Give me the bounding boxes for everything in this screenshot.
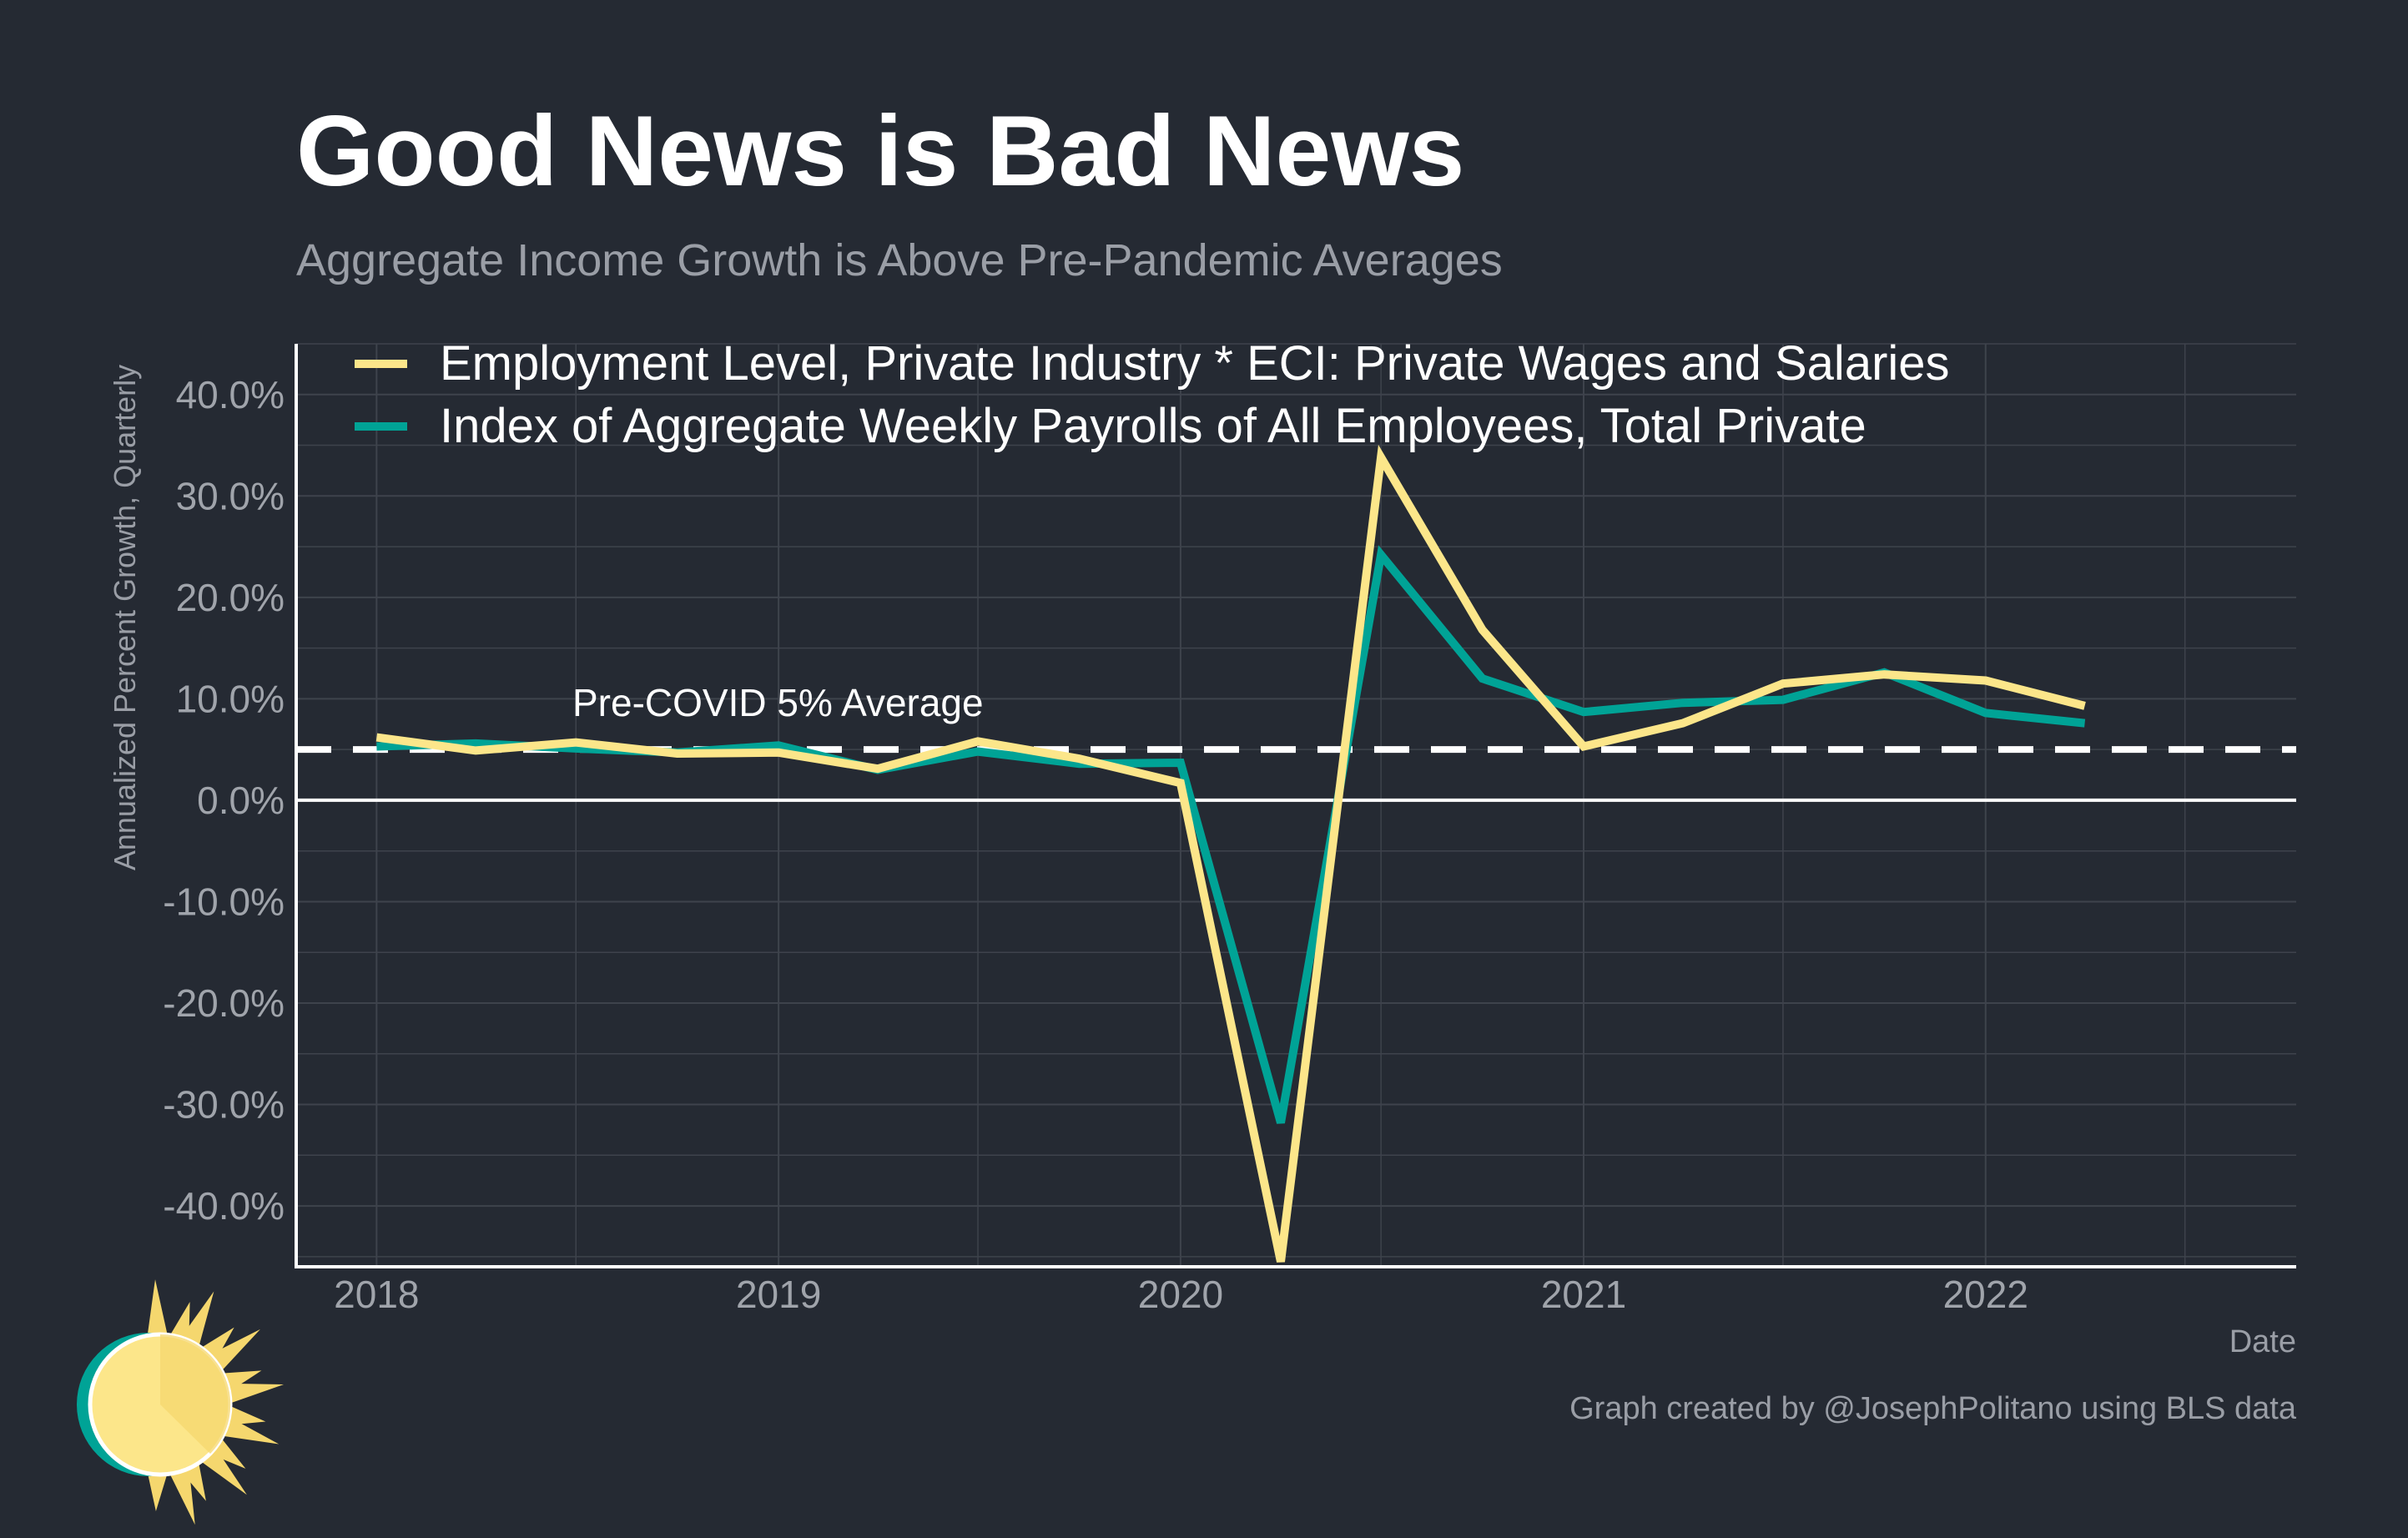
legend-label: Index of Aggregate Weekly Payrolls of Al… bbox=[440, 399, 1866, 453]
chart-subtitle: Aggregate Income Growth is Above Pre-Pan… bbox=[296, 235, 1503, 285]
sun-rays bbox=[147, 1279, 285, 1525]
y-tick-labels: 40.0% 30.0% 20.0% 10.0% 0.0% -10.0% -20.0% -30.… bbox=[163, 373, 285, 1228]
sun-ray bbox=[223, 1383, 285, 1404]
sun-ray bbox=[168, 1465, 195, 1525]
reference-lines bbox=[296, 746, 2296, 802]
y-tick-label: -40.0% bbox=[163, 1184, 285, 1228]
x-tick-label: 2021 bbox=[1541, 1273, 1626, 1316]
y-tick-label: -20.0% bbox=[163, 981, 285, 1025]
sun-ray bbox=[147, 1470, 169, 1511]
legend: Employment Level, Private Industry * ECI… bbox=[355, 336, 1950, 453]
sun-ray bbox=[198, 1445, 247, 1495]
y-tick-label: -30.0% bbox=[163, 1083, 285, 1127]
reference-line-label: Pre-COVID 5% Average bbox=[572, 681, 984, 724]
grid-lines bbox=[296, 343, 2296, 1267]
x-tick-label: 2022 bbox=[1943, 1273, 2028, 1316]
y-axis-title: Annualized Percent Growth, Quarterly bbox=[108, 365, 142, 870]
y-tick-label: 20.0% bbox=[176, 576, 285, 619]
y-tick-label: 10.0% bbox=[176, 677, 285, 720]
sun-ray bbox=[219, 1414, 280, 1445]
series-lines bbox=[375, 444, 2086, 1263]
y-tick-label: 0.0% bbox=[197, 779, 285, 822]
caption: Graph created by @JosephPolitano using B… bbox=[1569, 1391, 2297, 1426]
y-tick-label: 30.0% bbox=[176, 474, 285, 517]
axes bbox=[295, 344, 2296, 1268]
sun-logo-icon bbox=[77, 1279, 285, 1525]
x-tick-label: 2020 bbox=[1138, 1273, 1223, 1316]
chart-title: Good News is Bad News bbox=[296, 95, 1464, 207]
sun-shade bbox=[160, 1334, 231, 1454]
series-line-employment-eci bbox=[375, 444, 2086, 1263]
x-tick-label: 2019 bbox=[736, 1273, 821, 1316]
sun-ray bbox=[206, 1329, 260, 1374]
sun-ray bbox=[147, 1279, 169, 1339]
legend-label: Employment Level, Private Industry * ECI… bbox=[440, 336, 1950, 391]
y-tick-label: -10.0% bbox=[163, 880, 285, 923]
y-tick-label: 40.0% bbox=[176, 373, 285, 416]
sun-ray bbox=[179, 1291, 214, 1350]
x-axis-title: Date bbox=[2229, 1324, 2296, 1359]
x-tick-labels: 2018 2019 2020 2021 2022 bbox=[334, 1273, 2028, 1316]
x-tick-label: 2018 bbox=[334, 1273, 419, 1316]
